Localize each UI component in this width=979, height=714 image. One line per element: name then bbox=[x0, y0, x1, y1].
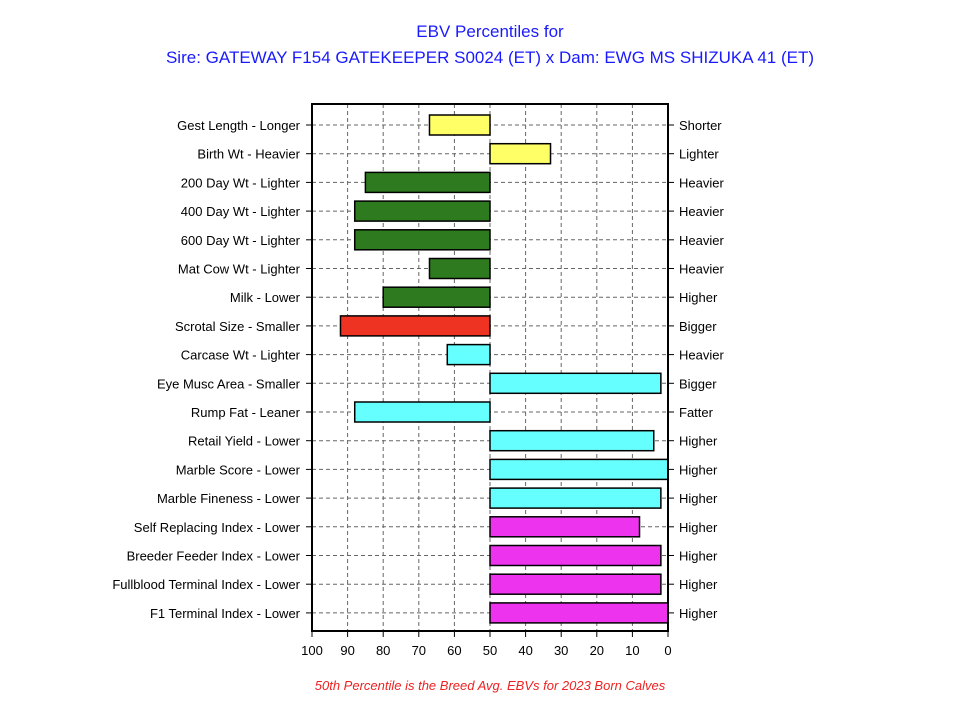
bar bbox=[382, 286, 491, 308]
direction-label: Fatter bbox=[679, 405, 714, 420]
bar bbox=[339, 315, 491, 337]
bar bbox=[428, 257, 491, 280]
direction-label: Shorter bbox=[679, 118, 722, 133]
bar bbox=[489, 487, 662, 509]
category-label: Rump Fat - Leaner bbox=[191, 405, 301, 420]
direction-label: Higher bbox=[679, 290, 718, 305]
chart-title: EBV Percentiles for bbox=[416, 22, 564, 41]
bar bbox=[428, 114, 491, 136]
category-label: Retail Yield - Lower bbox=[188, 434, 301, 449]
category-label: Gest Length - Longer bbox=[177, 118, 301, 133]
x-tick-label: 40 bbox=[518, 643, 532, 658]
chart-subtitle: Sire: GATEWAY F154 GATEKEEPER S0024 (ET)… bbox=[166, 48, 814, 67]
direction-label: Heavier bbox=[679, 348, 724, 363]
chart-footnote: 50th Percentile is the Breed Avg. EBVs f… bbox=[315, 678, 666, 693]
category-label: Eye Musc Area - Smaller bbox=[157, 376, 301, 391]
direction-label: Lighter bbox=[679, 147, 719, 162]
category-label: Fullblood Terminal Index - Lower bbox=[112, 577, 300, 592]
x-tick-label: 80 bbox=[376, 643, 390, 658]
bar bbox=[353, 401, 491, 423]
direction-label: Heavier bbox=[679, 233, 724, 248]
category-label: Self Replacing Index - Lower bbox=[134, 520, 301, 535]
x-tick-label: 90 bbox=[340, 643, 354, 658]
plot-frame bbox=[311, 103, 669, 632]
direction-label: Heavier bbox=[679, 262, 724, 277]
category-labels: Gest Length - Longer Shorter Birth Wt - He… bbox=[112, 118, 724, 621]
direction-label: Higher bbox=[679, 520, 718, 535]
x-tick-label: 50 bbox=[483, 643, 497, 658]
category-label: Birth Wt - Heavier bbox=[197, 147, 300, 162]
x-tick-label: 0 bbox=[664, 643, 671, 658]
bar bbox=[489, 142, 552, 165]
direction-label: Higher bbox=[679, 462, 718, 477]
direction-label: Higher bbox=[679, 606, 718, 621]
bar bbox=[489, 516, 641, 538]
category-label: Marble Score - Lower bbox=[176, 462, 301, 477]
bar bbox=[353, 200, 491, 222]
direction-label: Higher bbox=[679, 577, 718, 592]
category-label: 400 Day Wt - Lighter bbox=[181, 204, 301, 219]
category-label: F1 Terminal Index - Lower bbox=[150, 606, 301, 621]
bar bbox=[489, 458, 669, 481]
x-tick-label: 60 bbox=[447, 643, 461, 658]
bar bbox=[353, 229, 491, 251]
direction-label: Higher bbox=[679, 491, 718, 506]
bar bbox=[489, 573, 662, 595]
direction-label: Higher bbox=[679, 434, 718, 449]
bar bbox=[489, 544, 662, 567]
x-axis-ticks: 100 90 80 70 60 50 40 30 20 10 0 bbox=[301, 631, 672, 658]
bar bbox=[489, 372, 662, 395]
category-label: 600 Day Wt - Lighter bbox=[181, 233, 301, 248]
direction-label: Heavier bbox=[679, 204, 724, 219]
bar bbox=[364, 171, 491, 194]
x-tick-label: 20 bbox=[590, 643, 604, 658]
bar bbox=[489, 602, 669, 624]
bar bbox=[489, 429, 655, 452]
category-label: Milk - Lower bbox=[230, 290, 301, 305]
bar bbox=[446, 343, 491, 366]
direction-label: Bigger bbox=[679, 376, 717, 391]
direction-label: Higher bbox=[679, 549, 718, 564]
direction-label: Heavier bbox=[679, 175, 724, 190]
category-label: Carcase Wt - Lighter bbox=[181, 348, 301, 363]
x-tick-label: 70 bbox=[412, 643, 426, 658]
x-tick-label: 10 bbox=[625, 643, 639, 658]
x-tick-label: 30 bbox=[554, 643, 568, 658]
category-label: Scrotal Size - Smaller bbox=[175, 319, 301, 334]
category-label: Breeder Feeder Index - Lower bbox=[127, 549, 301, 564]
category-label: Mat Cow Wt - Lighter bbox=[178, 262, 301, 277]
category-label: Marble Fineness - Lower bbox=[157, 491, 301, 506]
category-label: 200 Day Wt - Lighter bbox=[181, 175, 301, 190]
x-tick-label: 100 bbox=[301, 643, 323, 658]
bars-group bbox=[339, 114, 669, 624]
direction-label: Bigger bbox=[679, 319, 717, 334]
